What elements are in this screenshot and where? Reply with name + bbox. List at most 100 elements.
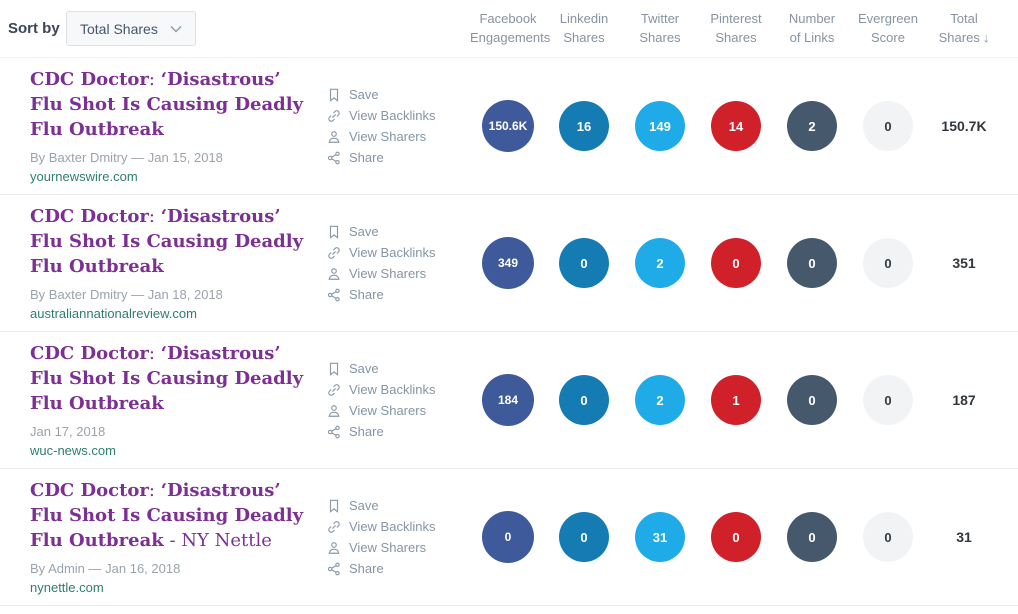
total-shares-value: 187 xyxy=(952,392,976,408)
article-byline: By Baxter Dmitry — Jan 15, 2018 xyxy=(30,150,223,165)
pinterest-shares-badge: 1 xyxy=(711,375,761,425)
view-sharers-label: View Sharers xyxy=(349,129,427,144)
view-sharers-button[interactable]: View Sharers xyxy=(327,130,467,144)
save-label: Save xyxy=(349,87,379,102)
article-title[interactable]: CDC Doctor: ‘Disastrous’ Flu Shot Is Cau… xyxy=(30,480,304,551)
article-domain[interactable]: yournewswire.com xyxy=(30,169,138,184)
article-byline: By Baxter Dmitry — Jan 18, 2018 xyxy=(30,287,223,302)
pinterest-shares-badge: 0 xyxy=(711,238,761,288)
save-button[interactable]: Save xyxy=(327,88,467,102)
view-sharers-button[interactable]: View Sharers xyxy=(327,541,467,555)
share-label: Share xyxy=(349,561,384,576)
total-shares-value: 31 xyxy=(956,529,972,545)
view-sharers-button[interactable]: View Sharers xyxy=(327,267,467,281)
share-button[interactable]: Share xyxy=(327,288,467,302)
total-shares-value: 150.7K xyxy=(941,118,987,134)
sort-descending-icon: ↓ xyxy=(982,30,990,45)
share-label: Share xyxy=(349,150,384,165)
bookmark-icon xyxy=(329,499,339,513)
results-list: CDC Doctor: ‘Disastrous’ Flu Shot Is Cau… xyxy=(0,58,1018,606)
chevron-down-icon xyxy=(170,25,182,32)
total-shares-value: 351 xyxy=(952,255,976,271)
pinterest-shares-badge: 0 xyxy=(711,512,761,562)
share-button[interactable]: Share xyxy=(327,151,467,165)
result-row: CDC Doctor: ‘Disastrous’ Flu Shot Is Cau… xyxy=(0,58,1018,195)
view-backlinks-button[interactable]: View Backlinks xyxy=(327,246,467,260)
article-info: CDC Doctor: ‘Disastrous’ Flu Shot Is Cau… xyxy=(30,341,318,458)
facebook-engagements-badge: 184 xyxy=(482,374,534,426)
article-title[interactable]: CDC Doctor: ‘Disastrous’ Flu Shot Is Cau… xyxy=(30,69,304,140)
view-backlinks-label: View Backlinks xyxy=(349,245,436,260)
article-info: CDC Doctor: ‘Disastrous’ Flu Shot Is Cau… xyxy=(30,67,318,184)
twitter-shares-badge: 2 xyxy=(635,238,685,288)
view-sharers-label: View Sharers xyxy=(349,540,427,555)
article-info: CDC Doctor: ‘Disastrous’ Flu Shot Is Cau… xyxy=(30,478,318,595)
twitter-shares-badge: 149 xyxy=(635,101,685,151)
view-backlinks-label: View Backlinks xyxy=(349,519,436,534)
linkedin-shares-badge: 16 xyxy=(559,101,609,151)
column-header: Evergreen Score xyxy=(858,11,918,45)
twitter-shares-badge: 31 xyxy=(635,512,685,562)
result-row: CDC Doctor: ‘Disastrous’ Flu Shot Is Cau… xyxy=(0,469,1018,606)
sort-dropdown[interactable]: Total Shares xyxy=(66,11,196,46)
number-of-links-badge: 0 xyxy=(787,238,837,288)
result-row: CDC Doctor: ‘Disastrous’ Flu Shot Is Cau… xyxy=(0,195,1018,332)
article-info: CDC Doctor: ‘Disastrous’ Flu Shot Is Cau… xyxy=(30,204,318,321)
bookmark-icon xyxy=(329,225,339,239)
article-actions: Save View Backlinks View Sharers Share xyxy=(327,225,467,302)
linkedin-shares-badge: 0 xyxy=(559,238,609,288)
share-label: Share xyxy=(349,424,384,439)
link-icon xyxy=(328,384,340,396)
metrics: 349 0 2 0 0 0 351 xyxy=(470,195,1002,331)
article-domain[interactable]: australiannationalreview.com xyxy=(30,306,197,321)
person-icon xyxy=(328,131,340,143)
share-button[interactable]: Share xyxy=(327,562,467,576)
bookmark-icon xyxy=(329,362,339,376)
link-icon xyxy=(328,247,340,259)
view-backlinks-label: View Backlinks xyxy=(349,382,436,397)
facebook-engagements-badge: 0 xyxy=(482,511,534,563)
facebook-engagements-badge: 150.6K xyxy=(482,100,534,152)
share-button[interactable]: Share xyxy=(327,425,467,439)
person-icon xyxy=(328,268,340,280)
column-headers: Facebook Engagements Linkedin Shares Twitter… xyxy=(470,9,1002,47)
view-backlinks-button[interactable]: View Backlinks xyxy=(327,109,467,123)
metrics: 0 0 31 0 0 0 31 xyxy=(470,469,1002,605)
view-sharers-button[interactable]: View Sharers xyxy=(327,404,467,418)
pinterest-shares-badge: 14 xyxy=(711,101,761,151)
article-title[interactable]: CDC Doctor: ‘Disastrous’ Flu Shot Is Cau… xyxy=(30,206,304,277)
share-icon xyxy=(327,562,340,576)
save-label: Save xyxy=(349,498,379,513)
number-of-links-badge: 0 xyxy=(787,375,837,425)
twitter-shares-badge: 2 xyxy=(635,375,685,425)
save-button[interactable]: Save xyxy=(327,225,467,239)
save-button[interactable]: Save xyxy=(327,499,467,513)
number-of-links-badge: 2 xyxy=(787,101,837,151)
metrics: 150.6K 16 149 14 2 0 150.7K xyxy=(470,58,1002,194)
article-domain[interactable]: nynettle.com xyxy=(30,580,104,595)
sort-by-label: Sort by xyxy=(8,20,60,37)
person-icon xyxy=(328,405,340,417)
article-domain[interactable]: wuc-news.com xyxy=(30,443,116,458)
column-header: Twitter Shares xyxy=(639,11,681,45)
link-icon xyxy=(328,521,340,533)
view-backlinks-button[interactable]: View Backlinks xyxy=(327,520,467,534)
linkedin-shares-badge: 0 xyxy=(559,375,609,425)
article-title[interactable]: CDC Doctor: ‘Disastrous’ Flu Shot Is Cau… xyxy=(30,343,304,414)
sort-dropdown-value: Total Shares xyxy=(80,20,158,37)
column-header: Number of Links xyxy=(788,11,836,45)
view-backlinks-button[interactable]: View Backlinks xyxy=(327,383,467,397)
evergreen-score-badge: 0 xyxy=(863,512,913,562)
bookmark-icon xyxy=(329,88,339,102)
toolbar: Sort by Total Shares Facebook Engagements… xyxy=(0,0,1018,58)
save-button[interactable]: Save xyxy=(327,362,467,376)
number-of-links-badge: 0 xyxy=(787,512,837,562)
metrics: 184 0 2 1 0 0 187 xyxy=(470,332,1002,468)
share-icon xyxy=(327,425,340,439)
column-header: Total Shares ↓ xyxy=(938,11,990,45)
result-row: CDC Doctor: ‘Disastrous’ Flu Shot Is Cau… xyxy=(0,332,1018,469)
column-header: Pinterest Shares xyxy=(710,11,762,45)
column-header: Facebook Engagements xyxy=(470,11,551,45)
link-icon xyxy=(328,110,340,122)
